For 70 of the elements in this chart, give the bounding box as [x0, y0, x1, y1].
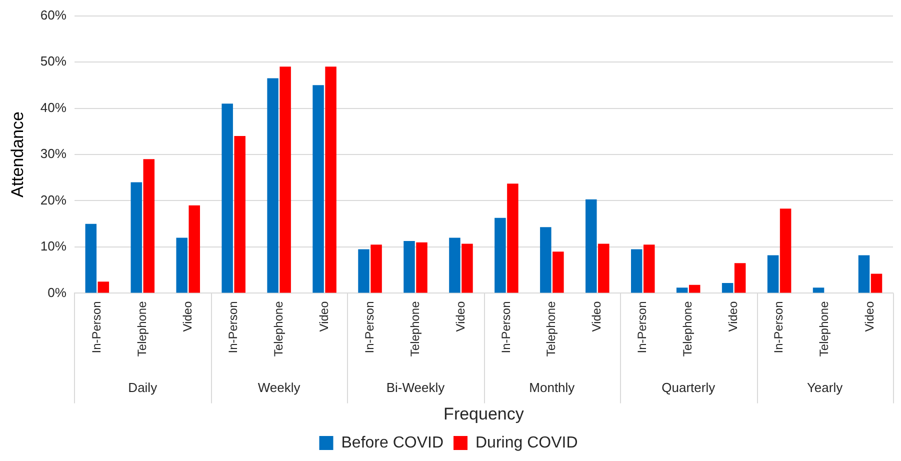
x-tick-label: Video — [316, 300, 331, 332]
bar — [780, 208, 792, 293]
bar — [267, 78, 278, 293]
y-tick-label: 20% — [40, 192, 67, 208]
bar — [858, 255, 870, 293]
bar — [462, 244, 473, 293]
bar — [325, 66, 336, 293]
bar — [312, 85, 324, 293]
bar — [676, 288, 688, 293]
x-tick-label: Video — [590, 300, 604, 332]
x-tick-label: In-Person — [635, 301, 650, 354]
x-tick-label: Video — [453, 300, 468, 332]
text: Daily — [128, 380, 158, 395]
bar — [98, 282, 110, 293]
bar — [644, 244, 655, 293]
x-tick-label: Video — [862, 300, 877, 332]
x-tick-label: Telephone — [680, 300, 695, 357]
x-tick-label: In-Person — [89, 301, 104, 354]
bar — [234, 136, 246, 293]
bar — [143, 159, 155, 293]
bar — [630, 249, 642, 293]
bar — [188, 205, 200, 293]
x-tick-label: Telephone — [271, 300, 286, 357]
text: Bi-Weekly — [386, 380, 446, 395]
text: Quarterly — [662, 380, 716, 395]
bar — [540, 227, 552, 293]
x-tick-label: In-Person — [226, 301, 240, 354]
bar — [130, 182, 142, 293]
bar — [176, 238, 188, 293]
text: Weekly — [258, 380, 301, 395]
bar — [734, 263, 746, 293]
y-tick-label: 10% — [40, 238, 67, 254]
legend-label: During COVID — [476, 434, 578, 452]
y-tick-label: 30% — [40, 146, 67, 162]
x-tick-label: Telephone — [408, 300, 422, 357]
bar — [507, 184, 518, 293]
bar — [586, 199, 597, 293]
x-tick-label: In-Person — [362, 301, 376, 354]
bar — [722, 283, 734, 293]
y-tick-label: 40% — [40, 100, 67, 115]
bar — [280, 66, 291, 293]
y-axis-title: Attendance — [8, 112, 27, 198]
bar — [767, 255, 779, 293]
text: Yearly — [806, 380, 844, 395]
x-tick-label: Video — [180, 300, 194, 332]
bar — [552, 252, 564, 293]
bar — [870, 274, 882, 293]
x-tick-label: Telephone — [544, 300, 558, 357]
y-tick-label: 50% — [40, 54, 67, 69]
text: Monthly — [529, 380, 576, 395]
bar — [358, 249, 370, 293]
bar — [222, 104, 233, 293]
x-tick-label: In-Person — [498, 301, 513, 354]
bar — [404, 240, 415, 293]
x-tick-label: Telephone — [817, 300, 832, 357]
y-tick-label: 60% — [40, 7, 67, 22]
x-axis-title: Frequency — [444, 404, 524, 424]
x-tick-label: Telephone — [134, 300, 149, 357]
legend-label: Before COVID — [341, 434, 444, 452]
y-tick-label: 0% — [48, 284, 67, 300]
x-tick-label: In-Person — [772, 301, 786, 354]
bar — [416, 242, 428, 293]
bar — [370, 244, 382, 293]
bar — [85, 224, 97, 293]
x-tick-label: Video — [726, 300, 740, 332]
bar — [449, 238, 460, 293]
bar — [494, 218, 506, 293]
bar — [812, 288, 824, 293]
bar — [598, 244, 610, 293]
bar — [688, 284, 700, 293]
